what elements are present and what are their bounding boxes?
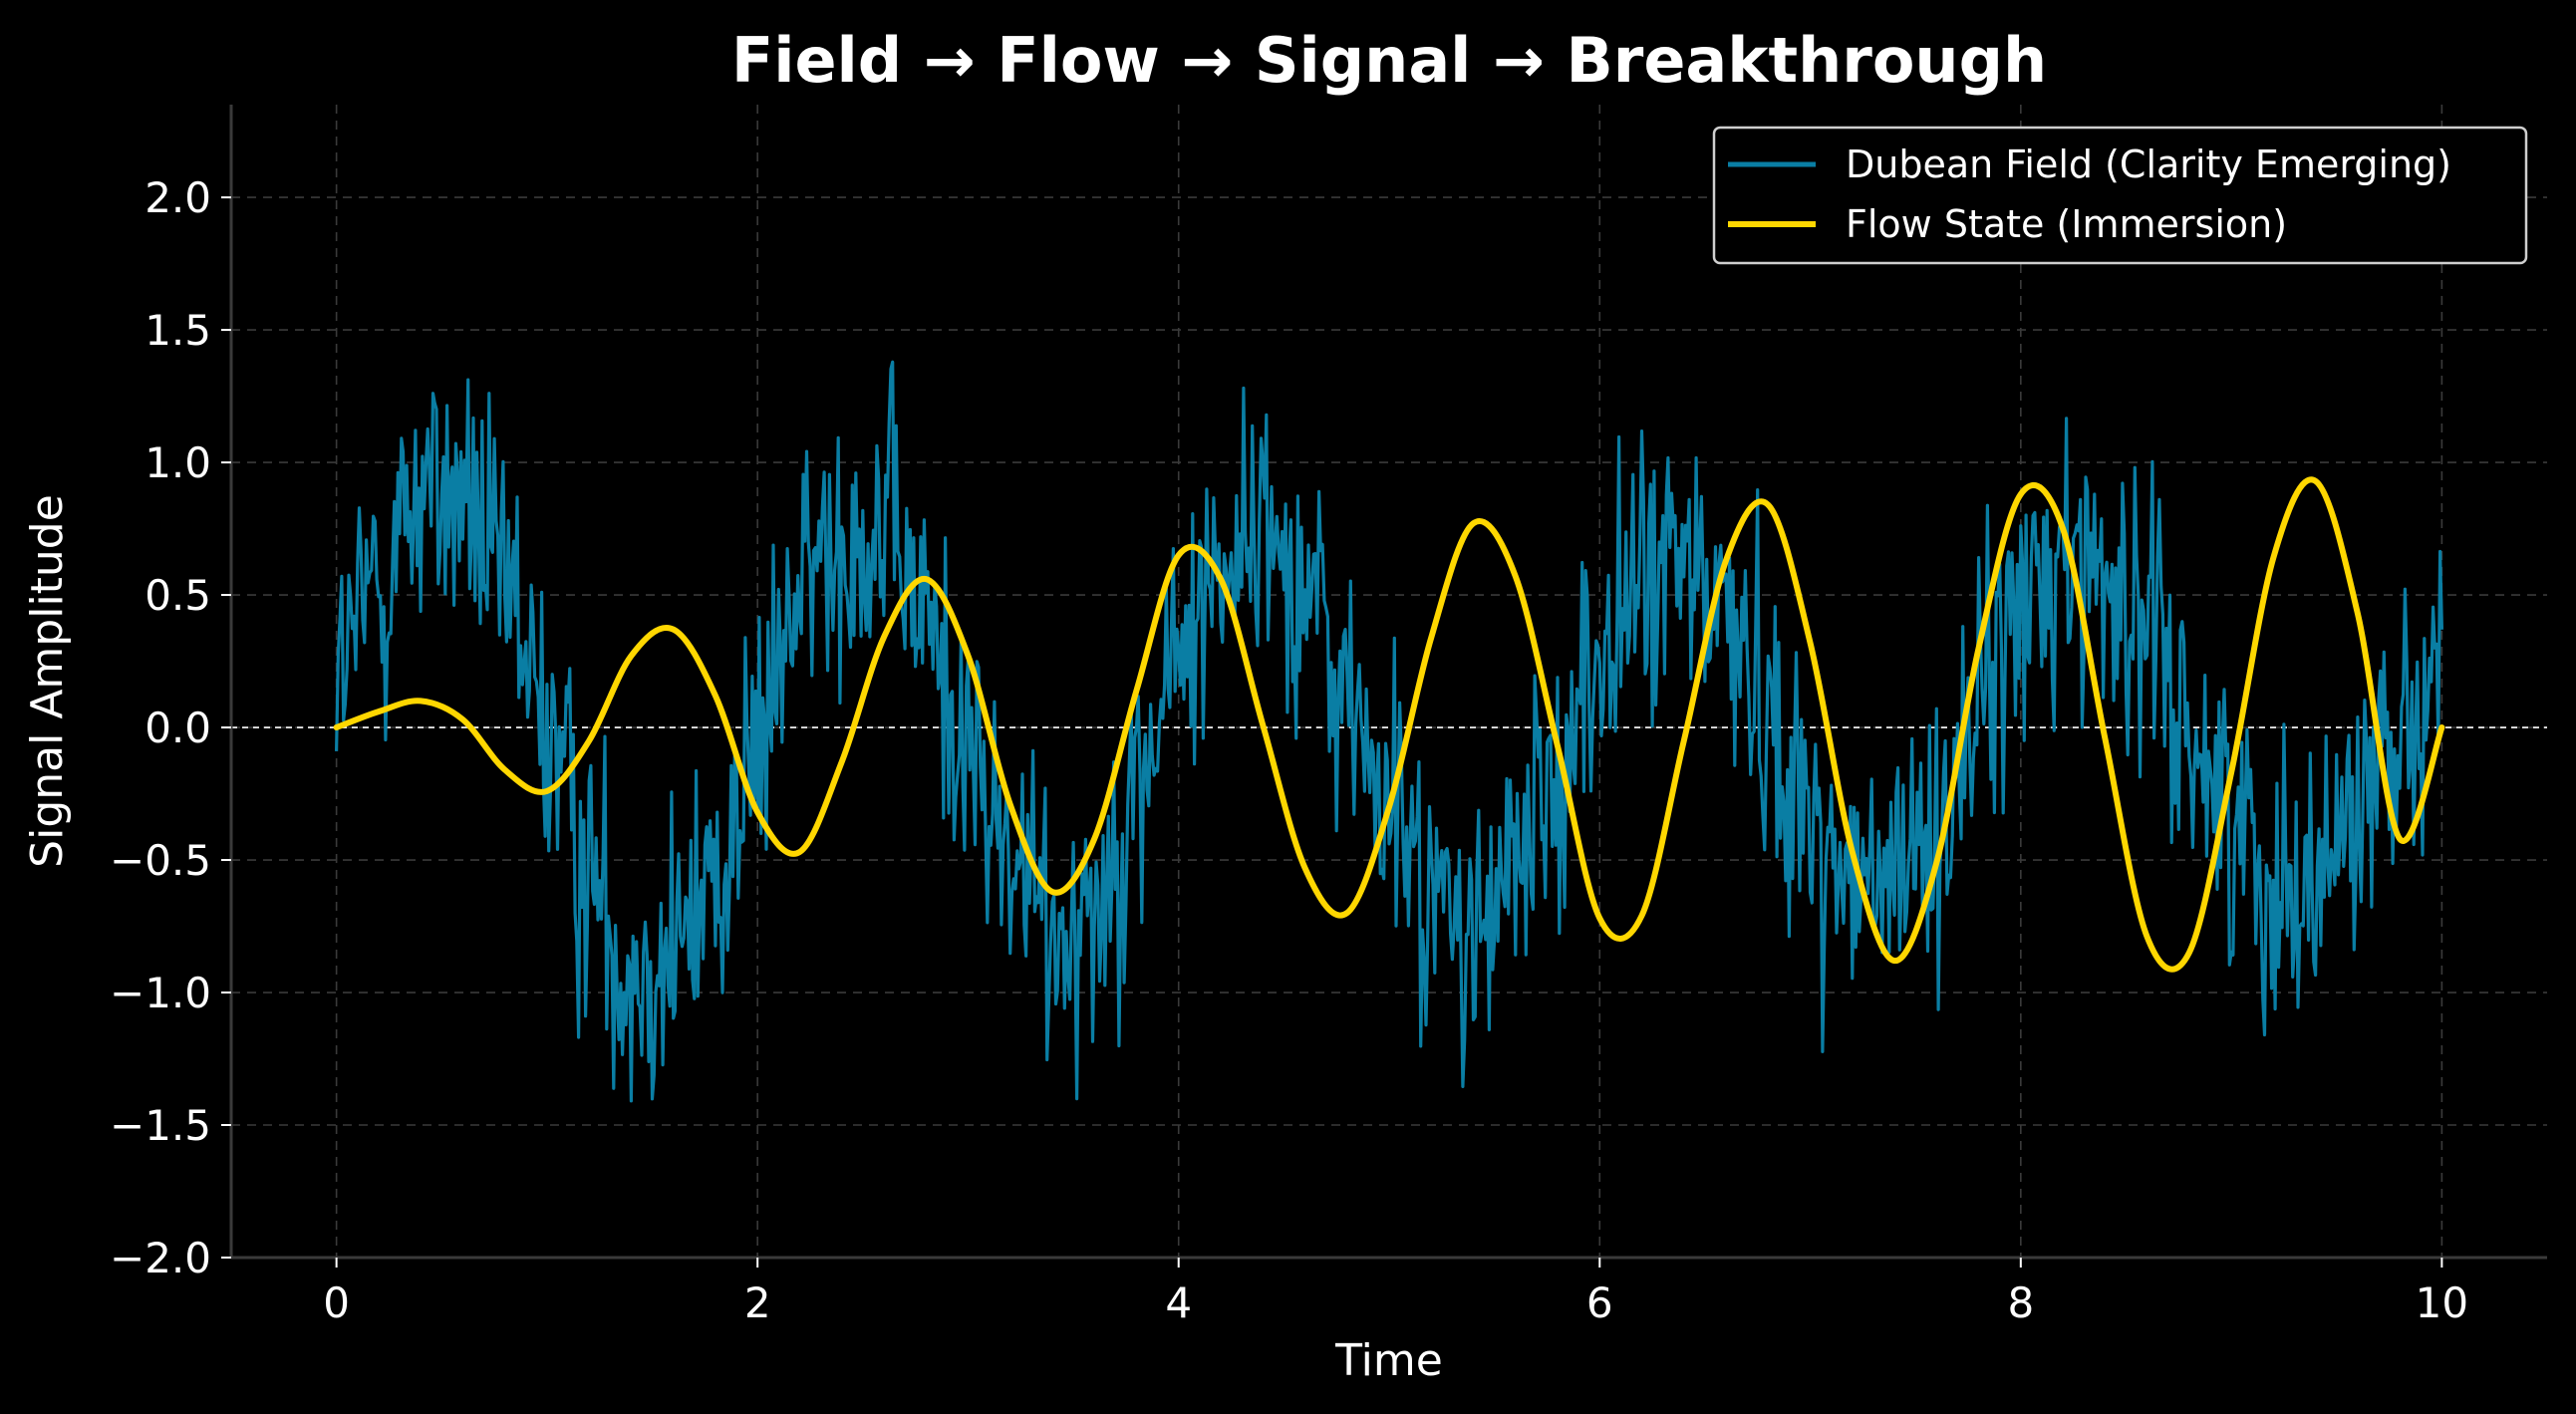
x-tick-label-3: 6 [1586, 1278, 1613, 1327]
y-tick-label-3: −0.5 [110, 836, 211, 885]
y-tick-label-0: −2.0 [110, 1234, 211, 1282]
y-ticks: −2.0 −1.5 −1.0 −0.5 0.0 0.5 1.0 1.5 2.0 [110, 173, 231, 1282]
series-line-flow-state [333, 476, 2445, 973]
x-tick-label-0: 0 [323, 1278, 350, 1327]
legend-box [1712, 126, 2528, 265]
x-ticks: 0 2 4 6 8 10 [323, 1258, 2468, 1327]
y-tick-label-2: −1.0 [110, 969, 211, 1017]
legend-label-flow-state: Flow State (Immersion) [1846, 202, 2287, 246]
x-tick-label-2: 4 [1165, 1278, 1192, 1327]
legend-label-dubean-field: Dubean Field (Clarity Emerging) [1846, 142, 2451, 186]
legend: Dubean Field (Clarity Emerging) Flow Sta… [1712, 126, 2528, 265]
y-axis-label: Signal Amplitude [22, 494, 73, 868]
x-tick-label-5: 10 [2416, 1278, 2468, 1327]
x-axis-label: Time [1334, 1335, 1443, 1386]
series-line-dubean-field [335, 360, 2443, 1103]
y-tick-label-7: 1.5 [144, 306, 211, 355]
chart-title: Field → Flow → Signal → Breakthrough [731, 24, 2047, 97]
y-tick-label-8: 2.0 [144, 173, 211, 222]
y-tick-label-1: −1.5 [110, 1101, 211, 1150]
x-tick-label-1: 2 [744, 1278, 771, 1327]
series-layer [333, 360, 2445, 1103]
y-tick-label-4: 0.0 [144, 704, 211, 752]
x-tick-label-4: 8 [2007, 1278, 2034, 1327]
y-tick-label-6: 1.0 [144, 438, 211, 487]
y-tick-label-5: 0.5 [144, 571, 211, 620]
